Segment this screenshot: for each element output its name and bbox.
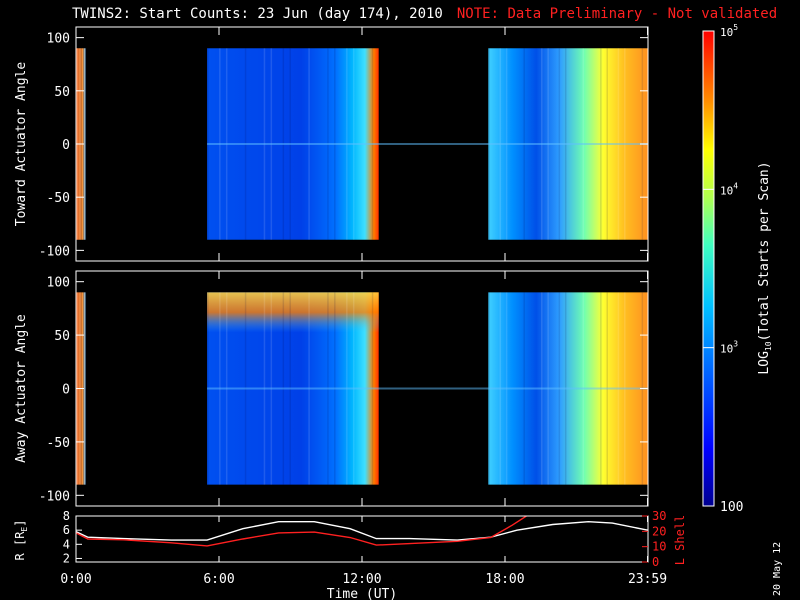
streak [83, 292, 86, 485]
r-distance-line [76, 520, 648, 541]
y-tick-label: 50 [54, 329, 70, 344]
chart-title: TWINS2: Start Counts: 23 Jun (day 174), … [72, 6, 443, 22]
streak [84, 48, 86, 240]
x-tick-label: 0:00 [60, 572, 91, 587]
y-tick-label: -50 [47, 436, 70, 451]
r-axis-label: R [RE] [13, 520, 29, 561]
y-tick-label: 6 [63, 523, 70, 537]
toward-actuator-panel: 100 50 0 -50 -100 Toward Actuator Angle [14, 26, 649, 262]
y-tick-label: 2 [63, 551, 70, 565]
y-tick-label: 8 [63, 509, 70, 523]
y2-tick-label: 30 [652, 509, 666, 523]
y-tick-label: 4 [63, 537, 70, 551]
x-tick-label: 12:00 [342, 572, 381, 587]
x-tick-label: 6:00 [203, 572, 234, 587]
high-angle-band [207, 292, 379, 333]
y-tick-label: -100 [39, 489, 70, 504]
x-tick-label: 23:59 [628, 572, 667, 587]
colorbar-tick-label: 105 [720, 23, 738, 39]
y-tick-label: 50 [54, 85, 70, 100]
l-shell-axis-label: L Shell [673, 515, 687, 566]
y2-tick-label: 10 [652, 540, 666, 554]
y-axis-label: Toward Actuator Angle [14, 62, 29, 227]
away-actuator-panel: 100 50 0 -50 -100 Away Actuator Angle [14, 270, 649, 507]
x-axis-label: Time (UT) [327, 587, 397, 600]
colorbar-label: LOG10(Total Starts per Scan) [757, 161, 773, 374]
colorbar: 105 104 103 100 LOG10(Total Starts per Scan) [702, 23, 773, 515]
streak [84, 292, 86, 485]
colorbar-tick-label: 100 [720, 500, 743, 515]
y-tick-label: -100 [39, 244, 70, 259]
colorbar-tick-label: 104 [720, 181, 738, 197]
y2-tick-label: 0 [652, 555, 659, 569]
streak [85, 48, 87, 240]
streak [85, 292, 87, 485]
y2-tick-label: 20 [652, 524, 666, 538]
y-axis-label: Away Actuator Angle [14, 314, 29, 463]
colorbar-tick-label: 103 [720, 340, 738, 356]
preliminary-note: NOTE: Data Preliminary - Not validated [456, 6, 778, 22]
y-tick-label: 0 [62, 383, 70, 398]
colorbar-gradient [702, 30, 715, 507]
panel-frame [75, 515, 649, 563]
y-tick-label: 100 [47, 276, 70, 291]
streak [83, 48, 86, 240]
y-tick-label: -50 [47, 191, 70, 206]
y-tick-label: 0 [62, 138, 70, 153]
y-tick-label: 100 [47, 32, 70, 47]
l-shell-line [76, 516, 528, 547]
x-tick-label: 18:00 [485, 572, 524, 587]
chart-title-line: TWINS2: Start Counts: 23 Jun (day 174), … [72, 6, 777, 22]
